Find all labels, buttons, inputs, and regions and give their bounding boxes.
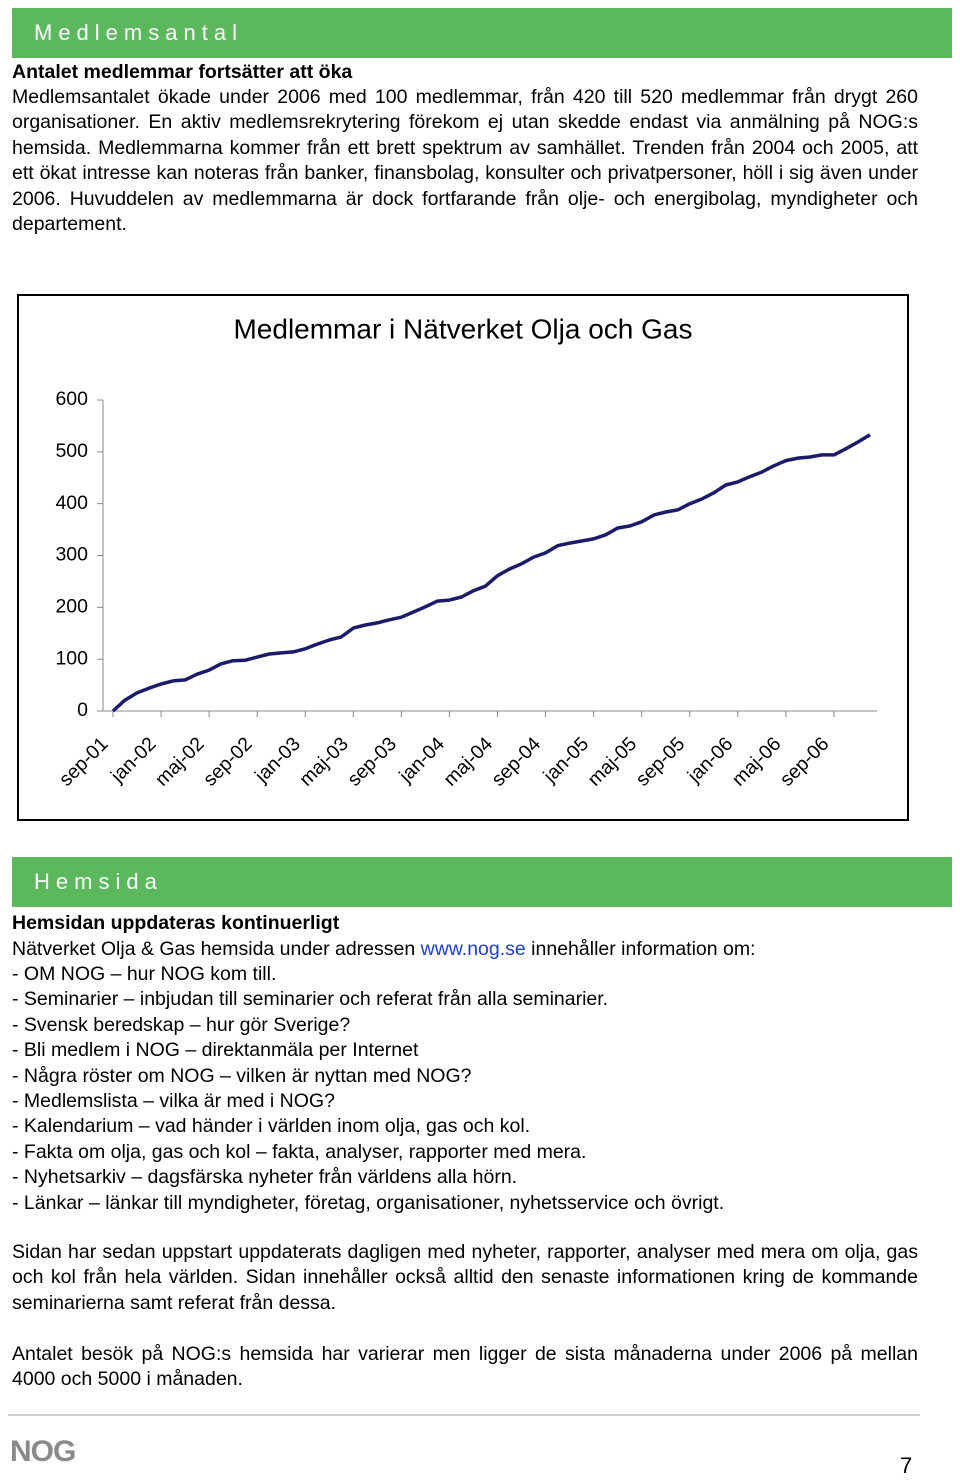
logo: NOG: [10, 1435, 76, 1468]
list-item: - Några röster om NOG – vilken är nyttan…: [12, 1064, 472, 1087]
paragraph: Medlemsantalet ökade under 2006 med 100 …: [12, 86, 918, 236]
y-tick-label: 400: [55, 492, 88, 514]
intro-line: Nätverket Olja & Gas hemsida under adres…: [12, 937, 756, 962]
list-item: - Fakta om olja, gas och kol – fakta, an…: [12, 1140, 587, 1163]
y-tick-label: 500: [55, 440, 88, 462]
paragraph: Antalet besök på NOG:s hemsida har varie…: [12, 1343, 918, 1391]
list-item: - Länkar – länkar till myndigheter, före…: [12, 1191, 725, 1214]
chart-frame: [17, 294, 909, 821]
page-number: 7: [900, 1453, 913, 1478]
y-tick-label: 600: [55, 388, 88, 410]
data-line: [111, 433, 871, 713]
section-band: Hemsida: [12, 857, 952, 907]
list-item: - OM NOG – hur NOG kom till.: [12, 963, 277, 985]
y-tick-label: 200: [55, 595, 88, 617]
section-heading: Hemsidan uppdateras kontinuerligt: [12, 912, 340, 934]
link[interactable]: www.nog.se: [420, 938, 526, 960]
item-list: - OM NOG – hur NOG kom till. - Seminarier…: [12, 962, 724, 1216]
section-heading: Antalet medlemmar fortsätter att öka: [12, 61, 353, 83]
list-item: - Bli medlem i NOG – direktanmäla per In…: [12, 1039, 419, 1062]
footer-rule: [8, 1414, 920, 1416]
list-item: - Kalendarium – vad händer i världen ino…: [12, 1115, 531, 1138]
y-tick-label: 0: [77, 699, 88, 721]
y-tick-label: 300: [55, 544, 88, 566]
list-item: - Seminarier – inbjudan till seminarier …: [12, 988, 609, 1011]
list-item: - Svensk beredskap – hur gör Sverige?: [12, 1013, 351, 1036]
section-band: Medlemsantal: [12, 8, 952, 58]
chart-title: Medlemmar i Nätverket Olja och Gas: [233, 313, 692, 344]
paragraph: Sidan har sedan uppstart uppdaterats dag…: [12, 1241, 918, 1314]
intro-text: innehåller information om:: [525, 938, 756, 960]
chart: Medlemmar i Nätverket Olja och Gas 0 100 2…: [17, 294, 909, 821]
list-item: - Medlemslista – vilka är med i NOG?: [12, 1090, 335, 1113]
list-item: - Nyhetsarkiv – dagsfärska nyheter från …: [12, 1166, 518, 1189]
intro-text: Nätverket Olja & Gas hemsida under adres…: [12, 938, 421, 960]
y-tick-label: 100: [55, 647, 88, 669]
